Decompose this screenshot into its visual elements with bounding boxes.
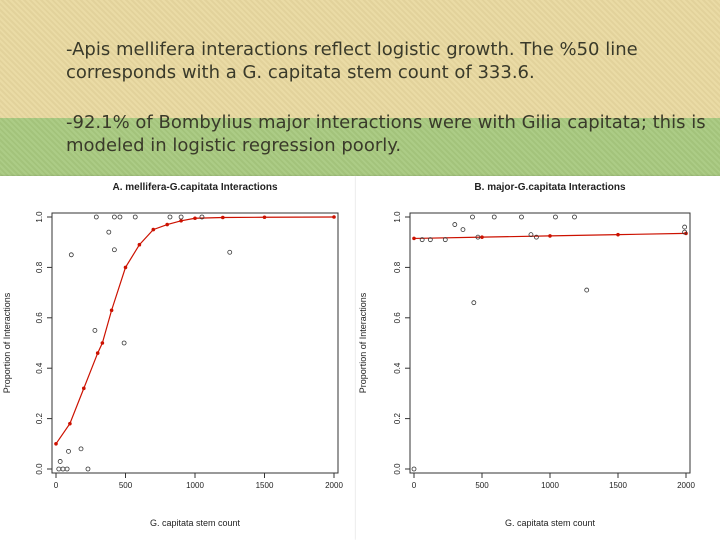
- bombylius-data-point: [471, 300, 477, 306]
- bombylius-y-tick-label: 1.0: [393, 211, 402, 223]
- apis-fit-point: [137, 242, 142, 247]
- bombylius-x-axis-label: G. capitata stem count: [505, 518, 596, 528]
- apis-y-tick-label: 0.2: [35, 412, 44, 424]
- bombylius-fit-point: [480, 235, 484, 239]
- apis-y-tick-label: 1.0: [35, 211, 44, 223]
- bombylius-fit-point: [548, 234, 552, 238]
- apis-y-axis-label: Proportion of Interactions: [2, 292, 12, 393]
- bombylius-y-tick-label: 0.4: [393, 362, 402, 374]
- apis-x-tick-label: 1000: [186, 481, 204, 490]
- bombylius-fit-point: [616, 232, 620, 237]
- bombylius-y-tick-label: 0.6: [393, 312, 402, 324]
- bombylius-data-point: [427, 237, 433, 243]
- apis-plot-frame: [51, 212, 339, 474]
- bombylius-data-point: [528, 232, 534, 238]
- apis-fit-point: [221, 215, 225, 220]
- apis-chart-title: A. mellifera-G.capitata Interactions: [112, 182, 277, 193]
- apis-y-tick-label: 0.8: [35, 261, 44, 273]
- apis-data-point: [199, 214, 205, 220]
- bombylius-chart-title: B. major-G.capitata Interactions: [474, 182, 626, 193]
- apis-data-point: [66, 448, 71, 454]
- bombylius-x-tick-label: 1000: [541, 481, 559, 490]
- apis-data-point: [111, 214, 117, 220]
- apis-fit-line: [55, 216, 335, 445]
- bombylius-data-point: [475, 234, 481, 240]
- apis-x-tick-label: 1500: [256, 481, 274, 490]
- apis-x-tick-label: 2000: [325, 481, 343, 490]
- apis-x-tick-label: 0: [54, 481, 59, 490]
- apis-fit-point: [109, 308, 114, 313]
- apis-fit-point: [165, 222, 169, 227]
- apis-data-point: [106, 229, 112, 235]
- bombylius-data-point: [553, 214, 558, 220]
- apis-fit-point: [262, 215, 267, 220]
- bombylius-y-axis-label: Proportion of Interactions: [358, 292, 368, 393]
- apis-data-point: [178, 214, 184, 220]
- apis-fit-point: [95, 351, 100, 355]
- bombylius-y-tick-label: 0.2: [393, 412, 402, 424]
- apis-data-point: [64, 466, 70, 472]
- apis-x-axis-label: G. capitata stem count: [150, 518, 241, 528]
- apis-data-point: [121, 340, 127, 346]
- bombylius-data-point: [682, 229, 688, 235]
- bombylius-x-tick-label: 1500: [609, 481, 627, 490]
- apis-y-tick-label: 0.0: [35, 463, 44, 475]
- apis-y-tick-label: 0.6: [35, 312, 44, 324]
- bombylius-x-tick-label: 2000: [677, 481, 695, 490]
- title-band: [0, 0, 720, 118]
- bombylius-data-point: [572, 214, 577, 220]
- apis-fit-point: [54, 442, 58, 446]
- bullet-apis-logistic: -Apis mellifera interactions reflect log…: [66, 39, 638, 83]
- apis-data-point: [93, 214, 99, 220]
- chart-bombylius-svg: B. major-G.capitata Interactions G. capit…: [358, 182, 695, 528]
- bombylius-x-tick-label: 0: [412, 481, 417, 490]
- bombylius-data-point: [411, 466, 417, 472]
- chart-panel-bombylius: B. major-G.capitata Interactions G. capit…: [356, 176, 720, 540]
- bombylius-y-tick-label: 0.0: [393, 463, 402, 475]
- apis-x-tick-label: 500: [119, 481, 133, 490]
- bullet-bombylius-regression: -92.1% of Bombylius major interactions w…: [66, 112, 706, 156]
- apis-data-point: [227, 249, 233, 255]
- chart-panel-apis: A. mellifera-G.capitata Interactions G. c…: [0, 176, 356, 540]
- apis-fit-point: [179, 218, 183, 223]
- apis-data-point: [117, 214, 123, 220]
- apis-data-point: [57, 459, 63, 464]
- apis-fit-point: [193, 216, 197, 221]
- apis-fit-point: [123, 265, 128, 270]
- apis-data-point: [111, 247, 117, 253]
- apis-data-point: [60, 466, 66, 472]
- apis-fit-point: [82, 386, 86, 391]
- bombylius-data-point: [419, 237, 425, 243]
- apis-data-point: [68, 252, 74, 258]
- bombylius-data-point: [584, 287, 590, 293]
- apis-fit-point: [68, 421, 72, 426]
- bombylius-data-point: [519, 214, 524, 220]
- bombylius-plot-frame: [409, 212, 691, 474]
- bombylius-fit-point: [412, 236, 416, 241]
- apis-data-point: [85, 466, 91, 472]
- bombylius-data-point: [533, 234, 539, 240]
- apis-data-point: [56, 466, 62, 472]
- apis-data-point: [92, 327, 98, 333]
- bombylius-y-tick-label: 0.8: [393, 261, 402, 273]
- bombylius-data-point: [442, 237, 448, 243]
- bombylius-data-point: [682, 224, 688, 230]
- apis-data-point: [78, 446, 84, 452]
- chart-apis-svg: A. mellifera-G.capitata Interactions G. c…: [2, 182, 343, 528]
- apis-fit-point: [332, 215, 336, 219]
- apis-data-point: [167, 214, 173, 220]
- apis-fit-point: [100, 341, 105, 345]
- apis-y-tick-label: 0.4: [35, 362, 44, 374]
- bombylius-data-point: [460, 227, 466, 232]
- bombylius-data-point: [452, 222, 458, 227]
- bombylius-x-tick-label: 500: [475, 481, 489, 490]
- apis-data-point: [132, 214, 138, 220]
- bombylius-data-point: [470, 214, 475, 220]
- apis-fit-point: [151, 227, 156, 232]
- bombylius-data-point: [491, 214, 497, 220]
